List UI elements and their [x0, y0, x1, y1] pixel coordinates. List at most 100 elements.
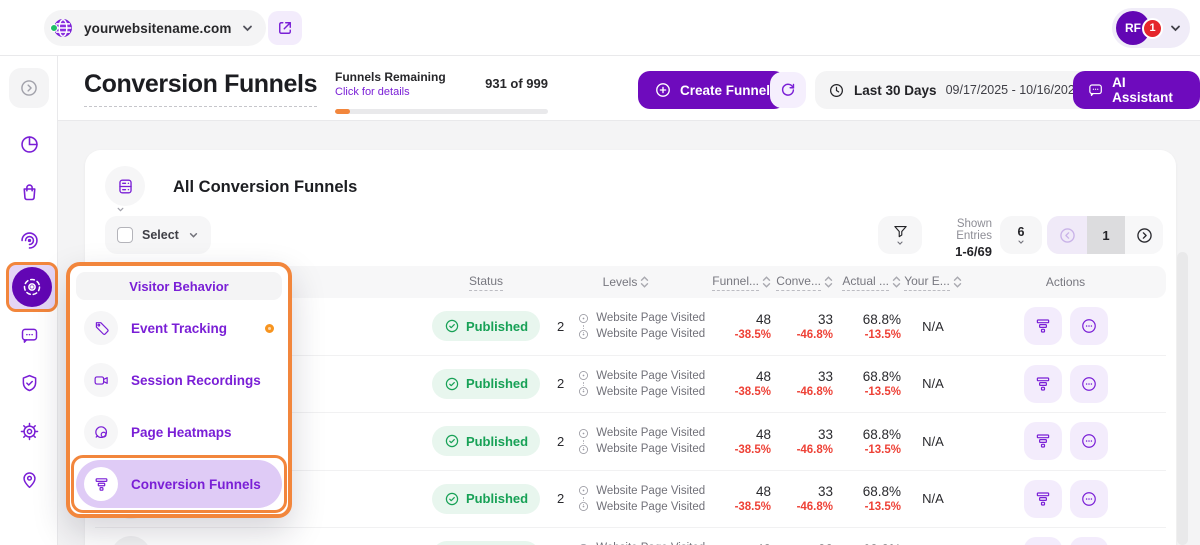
col-your-estimate[interactable]: Your E...	[904, 274, 962, 291]
table-row[interactable]: Published 2 Website Page Visited Website…	[95, 356, 1166, 413]
check-circle-icon	[445, 435, 459, 448]
col-status[interactable]: Status	[468, 274, 504, 291]
video-camera-icon	[84, 363, 118, 397]
quota-details-link[interactable]: Click for details	[335, 86, 410, 98]
shown-entries-value: 1-6/69	[955, 244, 992, 259]
open-website-button[interactable]	[268, 11, 302, 45]
funnel-chart-icon	[1036, 434, 1049, 448]
conversions-metric: 33-46.8%	[796, 484, 833, 514]
swirl-icon	[20, 231, 38, 249]
levels-count: 2	[557, 318, 565, 334]
sidebar-item-sessions[interactable]	[9, 220, 49, 260]
col-actual[interactable]: Actual ...	[842, 274, 901, 291]
heatmap-icon	[84, 415, 118, 449]
actual-metric: 68.8%-13.5%	[862, 369, 901, 399]
funnel-metric: 48-38.5%	[734, 484, 771, 514]
page-size-selector[interactable]: 6	[1000, 216, 1042, 254]
check-circle-icon	[445, 377, 459, 390]
date-range-selector[interactable]: Last 30 Days 09/17/2025 - 10/16/2025	[815, 71, 1115, 109]
arrow-right-circle-icon	[21, 80, 37, 96]
refresh-button[interactable]	[770, 72, 806, 108]
select-dropdown[interactable]: Select	[105, 216, 211, 254]
create-funnel-button[interactable]: Create Funnel	[638, 71, 787, 109]
more-actions-button[interactable]	[1069, 479, 1108, 518]
more-actions-button[interactable]	[1069, 307, 1108, 346]
sort-icon	[641, 276, 649, 288]
sort-icon	[892, 276, 901, 288]
chevron-down-icon	[1018, 239, 1024, 244]
view-funnel-button[interactable]	[1023, 307, 1062, 346]
next-page-button[interactable]	[1125, 216, 1163, 254]
external-link-icon	[279, 22, 291, 34]
chevron-down-icon	[189, 233, 198, 238]
more-actions-button[interactable]	[1069, 422, 1108, 461]
panel-icon-button[interactable]	[105, 166, 145, 206]
view-funnel-button[interactable]	[1023, 422, 1062, 461]
funnel-chart-icon	[1036, 492, 1049, 506]
funnel-chart-icon	[1036, 377, 1049, 391]
quota-progress-track	[335, 109, 548, 114]
sidebar-item-dashboard[interactable]	[9, 124, 49, 164]
website-selector[interactable]: yourwebsitename.com	[44, 10, 267, 46]
table-row[interactable]: Published 2 Website Page Visited Website…	[95, 298, 1166, 356]
sidebar-item-locations[interactable]	[9, 459, 49, 499]
ellipsis-circle-icon	[1081, 491, 1096, 506]
ellipsis-circle-icon	[1081, 319, 1096, 334]
sidebar-item-privacy[interactable]	[9, 363, 49, 403]
account-menu[interactable]: RF 1	[1112, 8, 1190, 48]
status-badge: Published	[431, 426, 541, 457]
clock-icon	[830, 83, 843, 97]
menu-item-conversion-funnels[interactable]: Conversion Funnels	[76, 460, 282, 508]
funnel-metric: 48-38.5%	[735, 542, 771, 545]
col-conversions[interactable]: Conve...	[776, 274, 833, 291]
your-estimate-value: N/A	[922, 318, 944, 334]
table-scrollbar[interactable]	[1177, 252, 1188, 545]
notification-badge: 1	[1142, 17, 1163, 39]
chevron-down-icon	[897, 241, 903, 245]
col-funnel[interactable]: Funnel...	[712, 274, 771, 291]
col-levels[interactable]: Levels	[603, 275, 650, 289]
funnel-steps: Website Page Visited Website Page Visite…	[577, 312, 705, 341]
view-funnel-button[interactable]	[1023, 537, 1062, 545]
actual-metric: 68.8%-13.5%	[862, 311, 901, 341]
menu-item-session-recordings[interactable]: Session Recordings	[76, 356, 282, 404]
sidebar-item-visitor-behavior[interactable]	[12, 267, 52, 307]
menu-item-page-heatmaps[interactable]: Page Heatmaps	[76, 408, 282, 456]
check-circle-icon	[445, 492, 459, 505]
menu-item-event-tracking[interactable]: Event Tracking	[76, 304, 282, 352]
shown-entries: Shown Entries 1-6/69	[918, 218, 992, 259]
visitor-behavior-icon	[23, 278, 41, 296]
previous-page-button[interactable]	[1047, 216, 1087, 254]
filter-funnel-icon	[893, 225, 907, 238]
col-actions: Actions	[1045, 275, 1086, 289]
select-checkbox[interactable]	[117, 227, 133, 243]
top-bar: yourwebsitename.com RF 1	[0, 0, 1200, 56]
step-marker-icon	[579, 313, 589, 323]
filter-button[interactable]	[878, 216, 922, 254]
check-circle-icon	[445, 320, 459, 333]
menu-title: Visitor Behavior	[76, 272, 282, 300]
sidebar-collapse-button[interactable]	[9, 68, 49, 108]
sidebar-nav	[0, 56, 58, 545]
your-estimate-value: N/A	[922, 433, 944, 449]
funnel-avatar	[111, 536, 151, 545]
more-actions-button[interactable]	[1069, 537, 1108, 545]
sidebar-item-feedback[interactable]	[9, 315, 49, 355]
plus-circle-icon	[656, 83, 670, 97]
more-actions-button[interactable]	[1069, 364, 1108, 403]
view-funnel-button[interactable]	[1023, 364, 1062, 403]
arrow-right-circle-icon	[1136, 227, 1152, 243]
table-row[interactable]: Published 2 Website Page Visited Website…	[95, 528, 1166, 545]
view-funnel-button[interactable]	[1023, 479, 1062, 518]
actual-metric: 68.8%-13.5%	[862, 484, 901, 514]
ai-assistant-label: AI Assistant	[1112, 75, 1173, 105]
select-label: Select	[142, 228, 179, 242]
sidebar-item-settings[interactable]	[9, 411, 49, 451]
status-badge: Published	[431, 483, 541, 514]
funnel-steps: Website Page Visited Website Page Visite…	[577, 484, 705, 513]
conversions-metric: 33-46.8%	[797, 542, 833, 545]
location-pin-icon	[22, 471, 36, 488]
ai-assistant-button[interactable]: AI Assistant	[1073, 71, 1200, 109]
current-page[interactable]: 1	[1087, 216, 1125, 254]
sidebar-item-commerce[interactable]	[9, 172, 49, 212]
